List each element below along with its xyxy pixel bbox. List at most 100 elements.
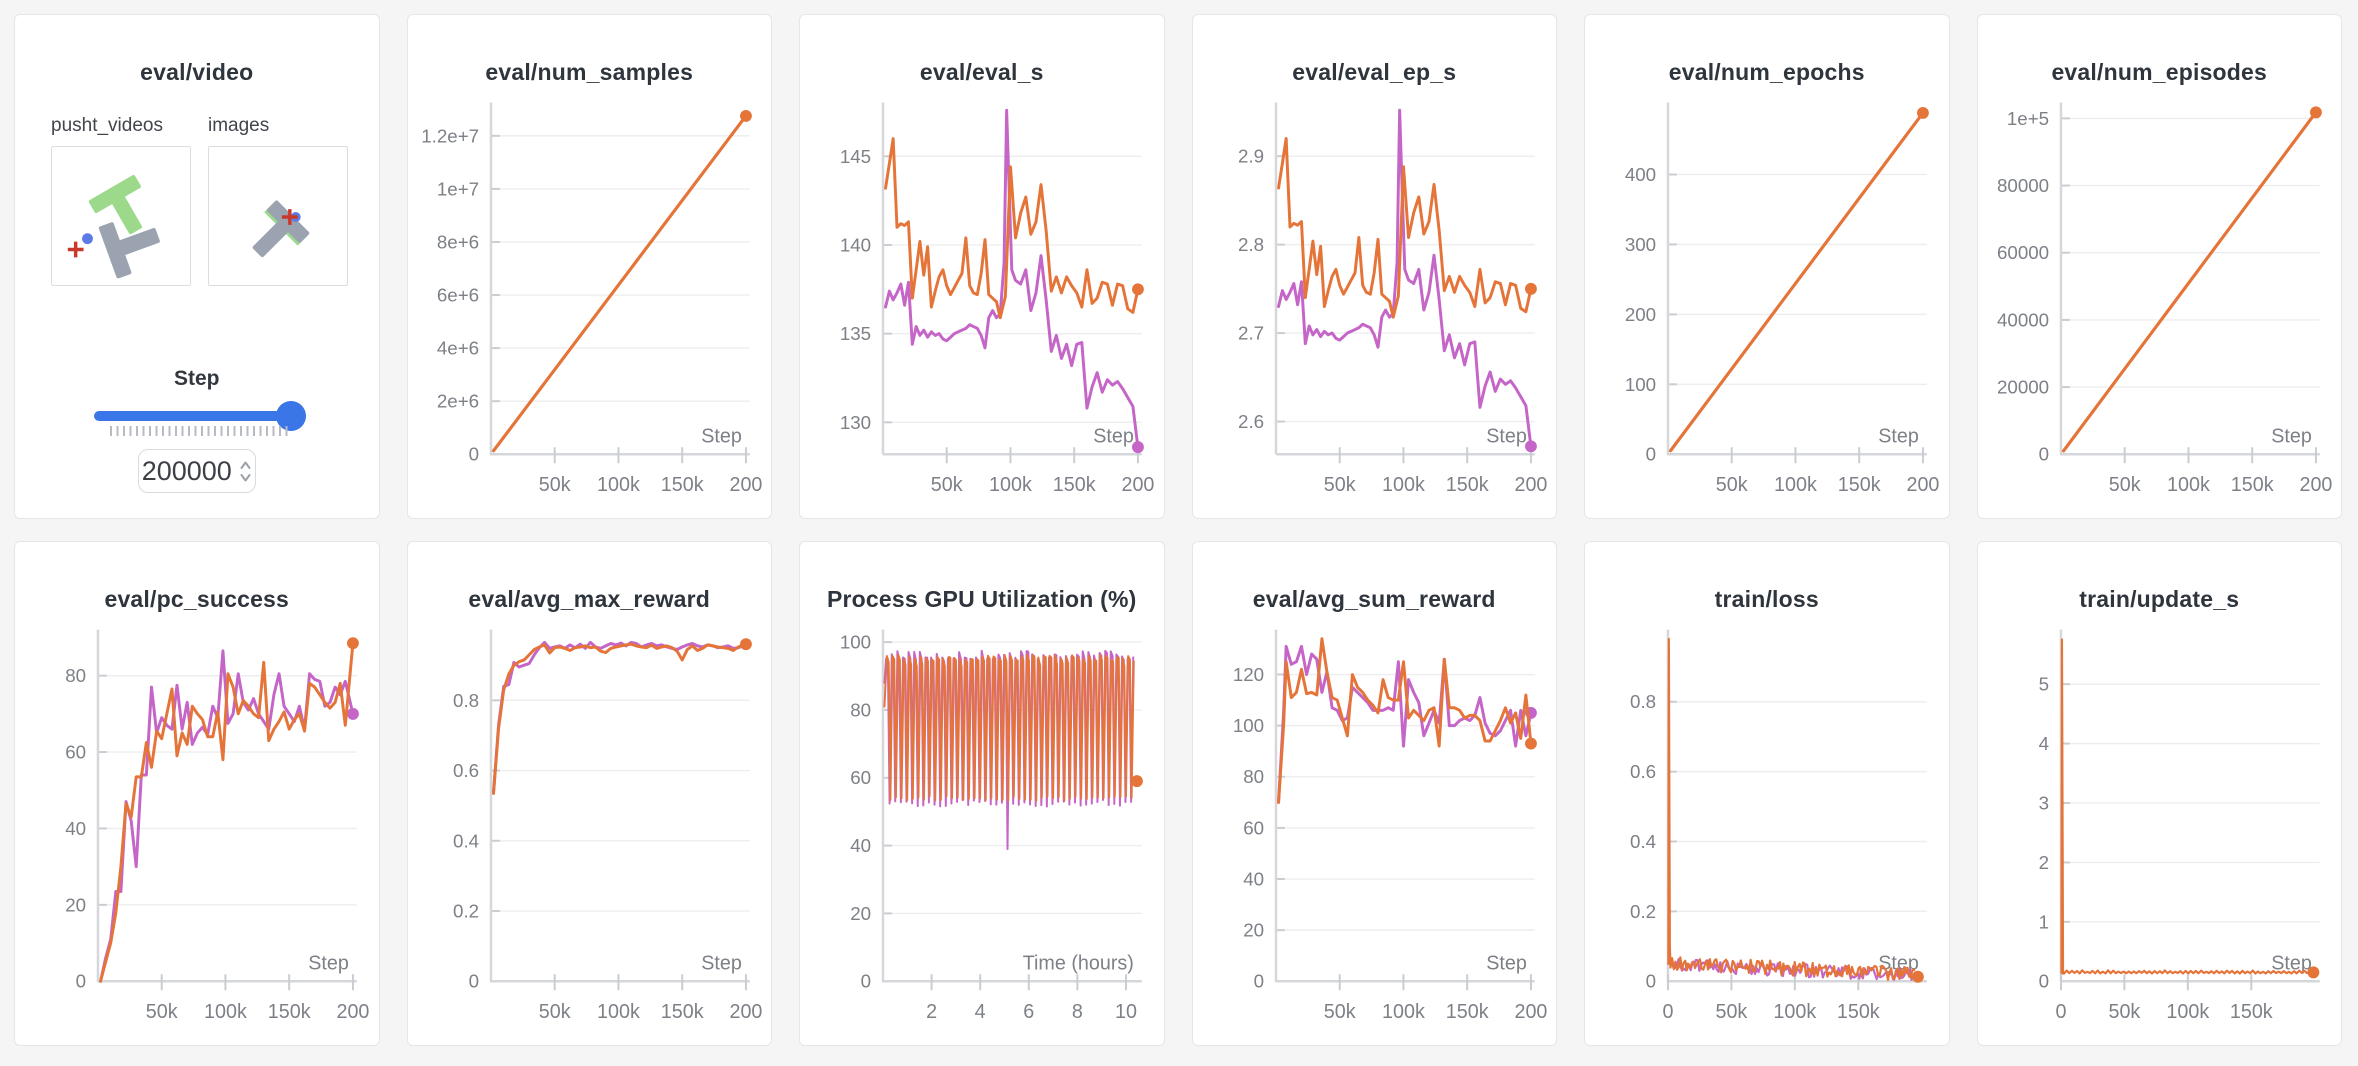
svg-text:2.7: 2.7 bbox=[1238, 322, 1264, 343]
svg-text:150k: 150k bbox=[268, 1001, 311, 1023]
svg-text:100k: 100k bbox=[204, 1001, 247, 1023]
step-slider[interactable] bbox=[93, 401, 306, 437]
step-slider-label: Step bbox=[173, 367, 220, 390]
chart-panel-eval-avg-sum-reward: eval/avg_sum_reward 0 20 40 60 80 100 120 50k 10… bbox=[1191, 541, 1557, 1046]
chart-eval-pc-success[interactable]: 0 20 40 60 80 50k 100k 150k 200 Step bbox=[15, 542, 379, 1045]
chart-eval-num-episodes[interactable]: 0 20000 40000 60000 80000 1e+5 50k 100k 150k 200 S… bbox=[1978, 15, 2342, 518]
gray-t-shape bbox=[252, 200, 310, 258]
svg-text:40: 40 bbox=[65, 818, 86, 839]
media-item-images: images bbox=[208, 115, 348, 286]
svg-text:2.6: 2.6 bbox=[1238, 411, 1264, 432]
gray-t-shape bbox=[98, 222, 160, 279]
svg-text:150k: 150k bbox=[2229, 1001, 2272, 1023]
chart-eval-num-epochs[interactable]: 0 100 200 300 400 50k 100k 150k 200 Step bbox=[1585, 15, 1949, 518]
svg-text:60: 60 bbox=[1243, 817, 1264, 838]
chart-title: train/update_s bbox=[2079, 586, 2240, 612]
svg-text:0.8: 0.8 bbox=[1630, 691, 1656, 712]
svg-text:5: 5 bbox=[2038, 674, 2048, 695]
svg-text:100k: 100k bbox=[1774, 474, 1817, 496]
svg-text:50k: 50k bbox=[2108, 1001, 2140, 1023]
pusht-videos-thumbnail[interactable] bbox=[51, 146, 191, 286]
chart-title: eval/eval_ep_s bbox=[1292, 59, 1457, 85]
stepper-arrows-icon[interactable] bbox=[239, 458, 252, 485]
svg-text:40000: 40000 bbox=[1996, 309, 2048, 330]
svg-text:50k: 50k bbox=[146, 1001, 178, 1023]
svg-text:100k: 100k bbox=[989, 474, 1032, 496]
svg-text:50k: 50k bbox=[931, 474, 963, 496]
svg-text:150k: 150k bbox=[660, 1001, 703, 1023]
svg-text:200: 200 bbox=[2299, 474, 2332, 496]
svg-text:150k: 150k bbox=[1445, 1001, 1488, 1023]
chart-eval-eval-ep-s[interactable]: 2.6 2.7 2.8 2.9 50k 100k 150k 200 Step bbox=[1193, 15, 1557, 518]
svg-text:0.4: 0.4 bbox=[453, 830, 479, 851]
chart-process-gpu-utilization[interactable]: 0 20 40 60 80 100 2 4 6 8 10 Time (hours) bbox=[800, 542, 1164, 1045]
svg-text:0: 0 bbox=[2038, 444, 2048, 465]
svg-text:50k: 50k bbox=[538, 474, 570, 496]
svg-text:80: 80 bbox=[65, 665, 86, 686]
chart-panel-eval-pc-success: eval/pc_success 0 20 40 60 80 50k 100k 150k 200 S… bbox=[14, 541, 380, 1046]
step-control: Step 200000 bbox=[15, 367, 379, 493]
chart-eval-avg-sum-reward[interactable]: 0 20 40 60 80 100 120 50k 100k 150k 200 Step bbox=[1193, 542, 1557, 1045]
svg-text:0.8: 0.8 bbox=[453, 690, 479, 711]
slider-track[interactable] bbox=[93, 411, 300, 421]
chart-title: eval/num_samples bbox=[485, 59, 694, 85]
svg-text:4: 4 bbox=[975, 1001, 986, 1023]
chart-panel-eval-eval-s: eval/eval_s 130 135 140 145 50k 100k 150k 200 St… bbox=[799, 14, 1165, 519]
chart-eval-avg-max-reward[interactable]: 0 0.2 0.4 0.6 0.8 50k 100k 150k 200 Step bbox=[408, 542, 772, 1045]
svg-text:150k: 150k bbox=[660, 474, 703, 496]
chart-panel-eval-avg-max-reward: eval/avg_max_reward 0 0.2 0.4 0.6 0.8 50k 100k… bbox=[406, 541, 772, 1046]
chart-eval-eval-s[interactable]: 130 135 140 145 50k 100k 150k 200 Step bbox=[800, 15, 1164, 518]
svg-text:60000: 60000 bbox=[1996, 242, 2048, 263]
svg-text:200: 200 bbox=[1514, 1001, 1547, 1023]
svg-text:50k: 50k bbox=[1715, 1001, 1747, 1023]
chart-title: eval/pc_success bbox=[104, 586, 290, 612]
svg-text:Step: Step bbox=[1093, 425, 1134, 447]
chart-panel-process-gpu-utilization: Process GPU Utilization (%) 0 20 40 60 80 100… bbox=[799, 541, 1165, 1046]
chart-title: eval/num_epochs bbox=[1668, 59, 1865, 85]
svg-text:0.2: 0.2 bbox=[453, 900, 479, 921]
svg-text:50k: 50k bbox=[1716, 474, 1748, 496]
svg-text:Step: Step bbox=[701, 952, 742, 974]
svg-text:150k: 150k bbox=[1053, 474, 1096, 496]
svg-text:2: 2 bbox=[926, 1001, 937, 1023]
svg-text:2.8: 2.8 bbox=[1238, 234, 1264, 255]
chart-title: eval/avg_max_reward bbox=[468, 586, 711, 612]
svg-text:0.6: 0.6 bbox=[1630, 761, 1656, 782]
images-frame bbox=[252, 200, 310, 258]
media-item-pusht-videos: pusht_videos bbox=[51, 115, 191, 286]
svg-text:400: 400 bbox=[1625, 164, 1656, 185]
svg-text:Step: Step bbox=[2271, 425, 2312, 447]
svg-text:0: 0 bbox=[1253, 971, 1263, 992]
svg-text:100k: 100k bbox=[2166, 1001, 2209, 1023]
svg-text:1: 1 bbox=[2038, 911, 2048, 932]
svg-text:200: 200 bbox=[729, 1001, 762, 1023]
svg-text:Step: Step bbox=[2271, 952, 2312, 974]
svg-text:200: 200 bbox=[336, 1001, 369, 1023]
svg-text:6: 6 bbox=[1023, 1001, 1034, 1023]
svg-text:40: 40 bbox=[850, 835, 871, 856]
svg-text:150k: 150k bbox=[1838, 474, 1881, 496]
svg-text:0.4: 0.4 bbox=[1630, 831, 1656, 852]
agent-dot bbox=[82, 233, 93, 245]
media-label-pusht-videos: pusht_videos bbox=[51, 115, 163, 136]
svg-text:100k: 100k bbox=[597, 1001, 640, 1023]
chart-title: train/loss bbox=[1714, 586, 1819, 612]
chart-eval-num-samples[interactable]: 0 2e+6 4e+6 6e+6 8e+6 1e+7 1.2e+7 50k 100k 150k 20… bbox=[408, 15, 772, 518]
svg-text:50k: 50k bbox=[1323, 1001, 1355, 1023]
chart-train-update-s[interactable]: 0 1 2 3 4 5 0 50k 100k 150k Step bbox=[1978, 542, 2342, 1045]
svg-text:50k: 50k bbox=[538, 1001, 570, 1023]
svg-text:120: 120 bbox=[1232, 664, 1263, 685]
svg-text:0: 0 bbox=[2038, 971, 2048, 992]
svg-text:50k: 50k bbox=[2108, 474, 2140, 496]
step-number-input[interactable]: 200000 bbox=[137, 449, 256, 493]
images-thumbnail[interactable] bbox=[208, 146, 348, 286]
chart-panel-eval-num-samples: eval/num_samples 0 2e+6 4e+6 6e+6 8e+6 1e+7 1.… bbox=[406, 14, 772, 519]
svg-text:1e+7: 1e+7 bbox=[436, 178, 478, 199]
svg-text:4: 4 bbox=[2038, 733, 2048, 754]
svg-text:40: 40 bbox=[1243, 868, 1264, 889]
svg-text:20: 20 bbox=[850, 903, 871, 924]
svg-text:100k: 100k bbox=[2167, 474, 2210, 496]
svg-text:2.9: 2.9 bbox=[1238, 146, 1264, 167]
